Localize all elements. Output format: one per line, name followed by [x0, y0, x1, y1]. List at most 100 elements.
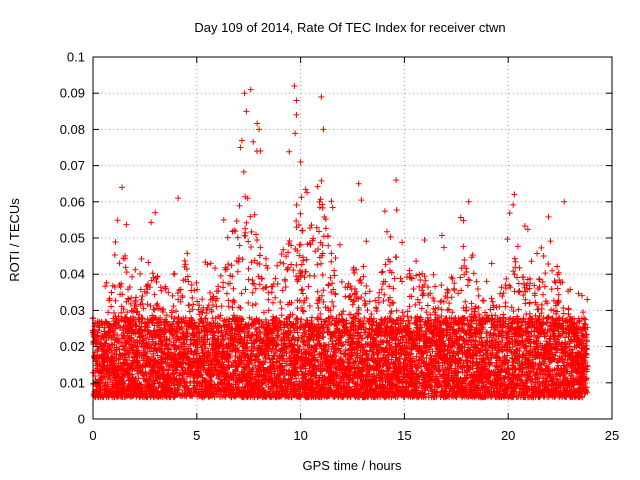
data-point	[101, 362, 108, 369]
data-point	[122, 252, 129, 259]
data-point	[163, 336, 170, 343]
data-point	[106, 295, 113, 302]
data-point	[181, 340, 188, 347]
data-point	[127, 375, 134, 382]
data-point	[149, 338, 156, 345]
data-point	[171, 315, 178, 322]
data-point	[172, 367, 179, 374]
data-point	[170, 370, 177, 377]
data-point	[118, 317, 125, 324]
data-point	[138, 296, 145, 303]
data-point	[173, 329, 180, 336]
data-point	[173, 308, 180, 315]
data-point	[160, 306, 167, 313]
data-point	[133, 322, 140, 329]
data-point	[142, 334, 149, 341]
data-point	[174, 290, 181, 297]
data-point	[96, 324, 103, 331]
data-point	[138, 315, 145, 322]
data-point	[104, 350, 111, 357]
data-point	[177, 298, 184, 305]
data-point	[105, 309, 112, 316]
data-point	[196, 330, 203, 337]
data-point	[137, 270, 144, 277]
data-point	[194, 344, 201, 351]
data-point	[179, 294, 186, 301]
data-point	[127, 317, 134, 324]
data-point	[100, 335, 107, 342]
data-point	[185, 278, 192, 285]
data-point	[118, 280, 125, 287]
data-point	[119, 291, 126, 298]
data-point	[177, 286, 184, 293]
data-point	[189, 306, 196, 313]
data-point	[119, 380, 126, 387]
data-point	[186, 302, 193, 309]
data-point	[151, 291, 158, 298]
data-point	[134, 308, 141, 315]
data-point	[122, 343, 129, 350]
data-point	[142, 350, 149, 357]
data-point	[111, 283, 118, 290]
data-point	[116, 260, 123, 267]
data-point	[189, 294, 196, 301]
data-point	[192, 341, 199, 348]
data-point	[157, 315, 164, 322]
data-point	[140, 336, 147, 343]
data-point	[181, 257, 188, 264]
data-point	[144, 328, 151, 335]
data-point	[148, 219, 155, 226]
data-point	[184, 250, 191, 257]
data-point	[126, 283, 133, 290]
data-point	[153, 340, 160, 347]
data-point	[114, 217, 121, 224]
data-point	[147, 348, 154, 355]
data-point	[165, 346, 172, 353]
data-point	[182, 382, 189, 389]
data-point	[139, 315, 146, 322]
data-point	[124, 309, 131, 316]
data-point	[139, 292, 146, 299]
data-point	[95, 327, 102, 334]
data-point	[172, 352, 179, 359]
data-point	[145, 259, 152, 266]
data-point	[196, 302, 203, 309]
data-point	[171, 270, 178, 277]
data-point	[165, 289, 172, 296]
data-point	[140, 305, 147, 312]
data-point	[167, 322, 174, 329]
data-point	[150, 274, 157, 281]
data-point	[163, 312, 170, 319]
data-point	[112, 325, 119, 332]
data-point	[170, 318, 177, 325]
data-point	[136, 311, 143, 318]
data-point	[103, 279, 110, 286]
data-point	[96, 387, 103, 394]
data-point	[108, 347, 115, 354]
data-point	[118, 309, 125, 316]
data-point	[178, 324, 185, 331]
data-point	[102, 340, 109, 347]
data-point	[147, 302, 154, 309]
data-point	[170, 303, 177, 310]
data-point	[112, 239, 119, 246]
data-point	[143, 377, 150, 384]
data-point	[187, 358, 194, 365]
data-point	[110, 309, 117, 316]
data-point	[139, 300, 146, 307]
data-point	[127, 300, 134, 307]
data-point	[125, 295, 132, 302]
data-point	[194, 298, 201, 305]
data-point	[191, 287, 198, 294]
data-point	[188, 391, 195, 398]
data-point	[169, 331, 176, 338]
data-point	[171, 394, 178, 401]
data-point	[123, 269, 130, 276]
data-point	[144, 281, 151, 288]
data-point	[162, 285, 169, 292]
data-point	[138, 255, 145, 262]
data-point	[137, 286, 144, 293]
data-point	[115, 313, 122, 320]
